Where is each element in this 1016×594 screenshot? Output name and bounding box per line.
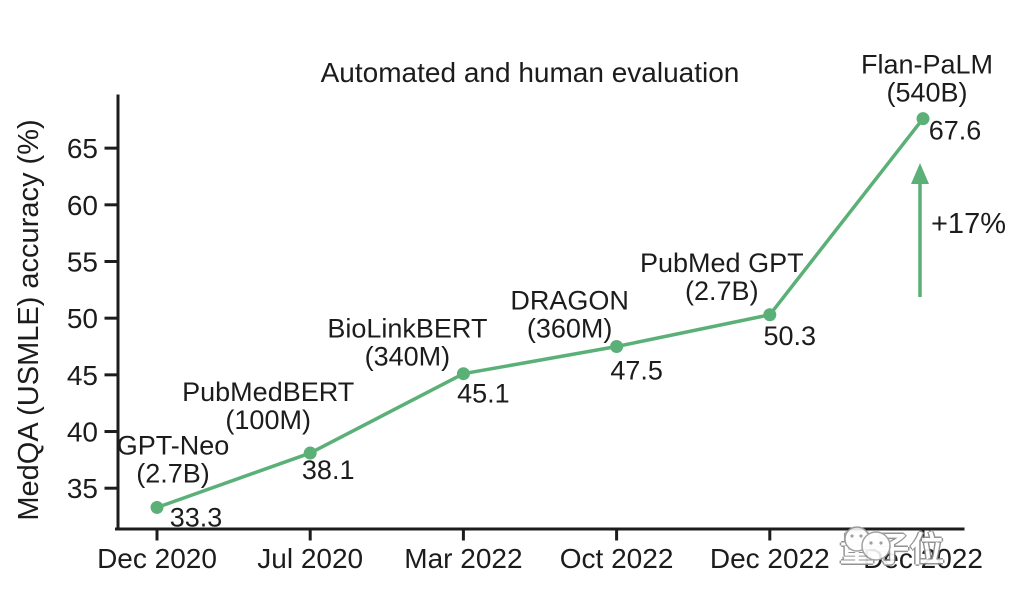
data-point bbox=[763, 308, 777, 322]
x-tick-label: Dec 2022 bbox=[710, 543, 830, 574]
model-name-label: PubMedBERT bbox=[182, 377, 354, 407]
data-point bbox=[916, 112, 930, 126]
model-params-label: (2.7B) bbox=[685, 276, 759, 306]
value-label: 50.3 bbox=[764, 321, 817, 351]
model-params-label: (340M) bbox=[365, 342, 451, 372]
model-params-label: (100M) bbox=[225, 405, 311, 435]
model-name-label: Flan-PaLM bbox=[861, 50, 993, 80]
model-name-label: PubMed GPT bbox=[640, 248, 804, 278]
y-tick-label: 35 bbox=[67, 473, 98, 504]
model-params-label: (540B) bbox=[886, 78, 967, 108]
y-tick-label: 50 bbox=[67, 303, 98, 334]
y-axis-title: MedQA (USMLE) accuracy (%) bbox=[13, 119, 45, 520]
improvement-label: +17% bbox=[931, 208, 1006, 240]
y-tick-label: 40 bbox=[67, 417, 98, 448]
y-tick-label: 65 bbox=[67, 133, 98, 164]
value-label: 33.3 bbox=[170, 502, 223, 532]
y-tick-label: 55 bbox=[67, 246, 98, 277]
x-tick-label: Jul 2020 bbox=[257, 543, 363, 574]
model-name-label: GPT-Neo bbox=[117, 430, 230, 460]
data-point bbox=[150, 500, 164, 514]
model-name-label: DRAGON bbox=[510, 286, 629, 316]
y-tick-label: 45 bbox=[67, 360, 98, 391]
data-point bbox=[610, 340, 624, 354]
value-label: 47.5 bbox=[610, 356, 663, 386]
trend-line bbox=[156, 117, 925, 510]
x-tick-label: Mar 2022 bbox=[404, 543, 522, 574]
value-label: 45.1 bbox=[457, 379, 510, 409]
improvement-arrow-head bbox=[911, 163, 929, 184]
chart-title: Automated and human evaluation bbox=[321, 57, 740, 88]
model-params-label: (2.7B) bbox=[136, 458, 210, 488]
model-params-label: (360M) bbox=[527, 314, 613, 344]
model-name-label: BioLinkBERT bbox=[327, 314, 487, 344]
x-tick-label: Oct 2022 bbox=[560, 543, 674, 574]
data-point bbox=[456, 367, 470, 381]
x-tick-label: Dec 2020 bbox=[97, 543, 217, 574]
y-tick-label: 60 bbox=[67, 190, 98, 221]
value-label: 38.1 bbox=[302, 455, 355, 485]
x-tick-label: Dec 2022 bbox=[863, 543, 983, 574]
data-point bbox=[303, 446, 317, 460]
value-label: 67.6 bbox=[929, 116, 982, 146]
